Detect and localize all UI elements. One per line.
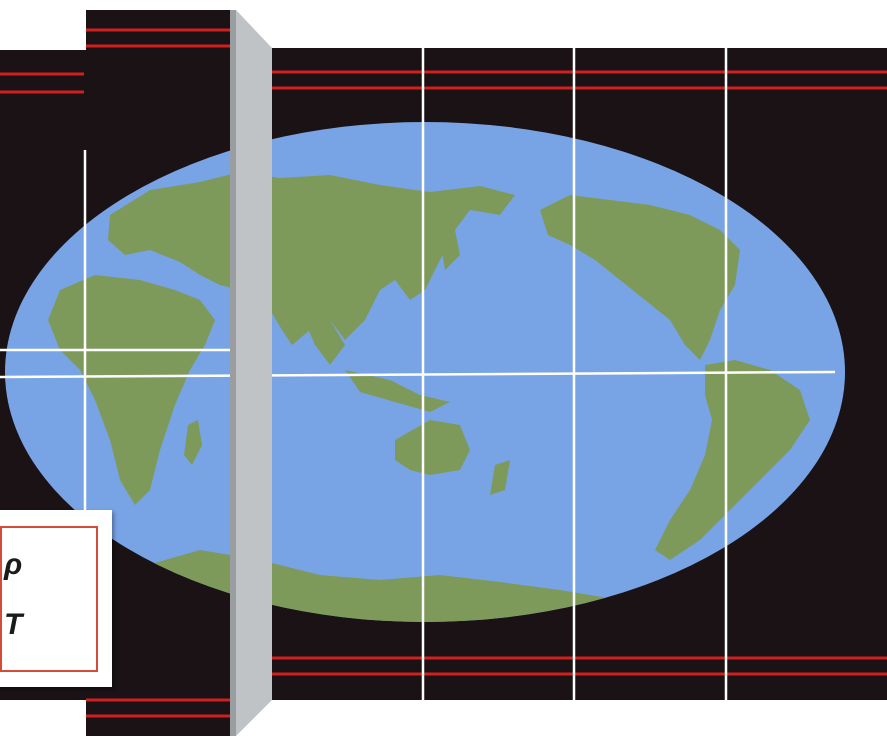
japan [440, 230, 460, 270]
madagascar [184, 420, 202, 465]
graticule [0, 48, 836, 700]
label-glyph-t: T [4, 608, 23, 641]
red-stripes [0, 28, 887, 718]
slat-face [236, 10, 272, 736]
label-card: ρ T [0, 510, 112, 687]
eurasia [108, 172, 515, 345]
africa [48, 275, 215, 505]
india [300, 310, 345, 365]
slat-edge [230, 10, 236, 736]
grey-slat [230, 10, 272, 736]
south-america [655, 360, 810, 560]
label-card-frame: ρ T [0, 526, 98, 672]
landmasses [48, 140, 810, 622]
north-america [540, 195, 740, 360]
new-zealand [490, 460, 510, 495]
equator [0, 370, 836, 379]
label-glyph-rho: ρ [4, 548, 23, 581]
australia [395, 420, 470, 475]
